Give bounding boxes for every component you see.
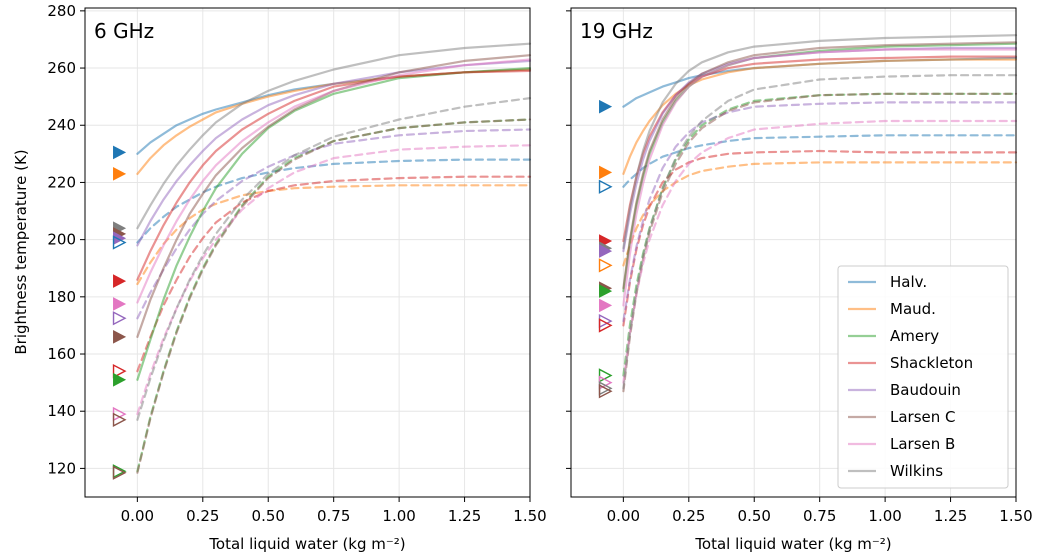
panel-title-19ghz: 19 GHz [580, 19, 653, 43]
legend-label-halv: Halv. [890, 273, 927, 291]
marker-shackleton-open [598, 318, 613, 333]
series-line-halv-dashed-6ghz [136, 158, 532, 244]
grid-6ghz [85, 8, 531, 497]
marker-amery-filled [599, 284, 613, 298]
marker-baudouin-filled [599, 244, 613, 258]
y-axis-label: Brightness temperature (K) [12, 149, 30, 354]
x-axis-label-19ghz: Total liquid water (kg m⁻²) [694, 535, 891, 553]
y-ticks-19ghz [566, 10, 571, 469]
axes-frame-6ghz [84, 7, 531, 498]
series-line-baudouin-solid-6ghz [136, 59, 532, 247]
y-tick-label: 140 [47, 402, 76, 420]
series-line-wilkins-solid-19ghz [622, 34, 1018, 250]
y-tick-label: 200 [47, 231, 76, 249]
series-line-maud-dashed-19ghz [622, 161, 1018, 267]
marker-amery-filled [113, 372, 127, 387]
x-tick-label: 0.75 [317, 507, 350, 525]
marker-larsen-c-open [112, 412, 127, 427]
x-tick-label: 1.50 [513, 507, 546, 525]
x-tick-label: 0.25 [186, 507, 219, 525]
series-line-shackleton-dashed-19ghz [622, 149, 1018, 327]
legend-box [837, 265, 1009, 489]
series-line-larsen-c-solid-19ghz [622, 41, 1018, 290]
series-line-baudouin-dashed-19ghz [622, 101, 1018, 323]
marker-baudouin-open [598, 313, 613, 329]
x-tick-label: 0.75 [803, 507, 836, 525]
markers-6ghz [112, 145, 127, 480]
series-line-larsen-b-solid-6ghz [136, 58, 532, 304]
legend: Halv. Maud. Amery Shackleton Baudouin Larsen … [837, 265, 1009, 489]
x-tick-label: 1.00 [868, 507, 901, 525]
y-tick-label: 280 [47, 2, 76, 20]
x-tick-label: 0.00 [121, 507, 154, 525]
marker-shackleton-filled [113, 274, 127, 288]
series-line-shackleton-dashed-6ghz [136, 175, 532, 373]
marker-shackleton-open [112, 364, 127, 379]
marker-larsen-c-open [112, 465, 127, 480]
marker-amery-open [598, 368, 613, 383]
marker-larsen-b-filled [599, 298, 613, 313]
series-line-larsen-b-solid-19ghz [622, 48, 1018, 307]
marker-halv-filled [599, 99, 613, 114]
panel-6ghz: 0.00 0.25 0.50 0.75 1.00 1.25 1.50 120 140 160 18… [12, 2, 547, 553]
marker-baudouin-open [112, 311, 127, 326]
marker-larsen-c-filled [113, 330, 127, 344]
marker-maud-filled [113, 167, 127, 181]
marker-halv-open [598, 179, 613, 194]
series-line-halv-dashed-19ghz [622, 134, 1018, 188]
markers-19ghz [598, 99, 613, 399]
marker-larsen-b-filled [113, 297, 127, 311]
marker-larsen-c-open [598, 384, 613, 399]
legend-label-maud: Maud. [890, 300, 936, 318]
marker-maud-filled [599, 165, 613, 180]
series-lines-6ghz [136, 42, 532, 474]
series-line-wilkins-dashed-6ghz [136, 96, 532, 421]
series-line-wilkins-solid-6ghz [136, 42, 532, 230]
y-tick-label: 160 [47, 345, 76, 363]
series-line-larsen-c-solid-6ghz [136, 54, 532, 338]
series-lines-19ghz [622, 34, 1018, 393]
series-line-amery-solid-6ghz [136, 66, 532, 381]
axes-frame-19ghz [570, 7, 1017, 498]
series-line-wilkins-dashed-19ghz [622, 74, 1018, 390]
x-tick-label: 0.50 [738, 507, 771, 525]
x-axis-label-6ghz: Total liquid water (kg m⁻²) [208, 535, 405, 553]
x-tick-label: 1.25 [448, 507, 481, 525]
legend-label-larsen-b: Larsen B [890, 435, 955, 453]
series-line-baudouin-dashed-6ghz [136, 128, 532, 320]
legend-label-wilkins: Wilkins [890, 462, 943, 480]
y-tick-label: 220 [47, 173, 76, 191]
y-tick-label: 120 [47, 459, 76, 477]
marker-maud-open [598, 258, 613, 273]
marker-halv-open [112, 235, 127, 250]
series-line-larsen-b-dashed-19ghz [622, 119, 1018, 384]
x-tick-label: 0.00 [607, 507, 640, 525]
y-tick-label: 260 [47, 59, 76, 77]
legend-label-shackleton: Shackleton [890, 354, 973, 372]
x-ticks-6ghz: 0.00 0.25 0.50 0.75 1.00 1.25 1.50 [121, 497, 547, 525]
panel-title-6ghz: 6 GHz [94, 19, 154, 43]
x-tick-label: 1.25 [934, 507, 967, 525]
legend-label-larsen-c: Larsen C [890, 408, 956, 426]
legend-label-amery: Amery [890, 327, 939, 345]
y-tick-label: 240 [47, 116, 76, 134]
x-tick-label: 0.25 [672, 507, 705, 525]
x-ticks-19ghz: 0.00 0.25 0.50 0.75 1.00 1.25 1.50 [607, 497, 1033, 525]
x-tick-label: 1.00 [382, 507, 415, 525]
x-tick-label: 0.50 [252, 507, 285, 525]
y-tick-label: 180 [47, 288, 76, 306]
legend-label-baudouin: Baudouin [890, 381, 961, 399]
y-ticks-6ghz: 120 140 160 180 200 220 240 260 280 [47, 2, 85, 477]
x-tick-label: 1.50 [999, 507, 1032, 525]
panel-19ghz: 0.00 0.25 0.50 0.75 1.00 1.25 1.50 19 GHz Tota… [566, 7, 1033, 553]
marker-halv-filled [113, 145, 127, 160]
